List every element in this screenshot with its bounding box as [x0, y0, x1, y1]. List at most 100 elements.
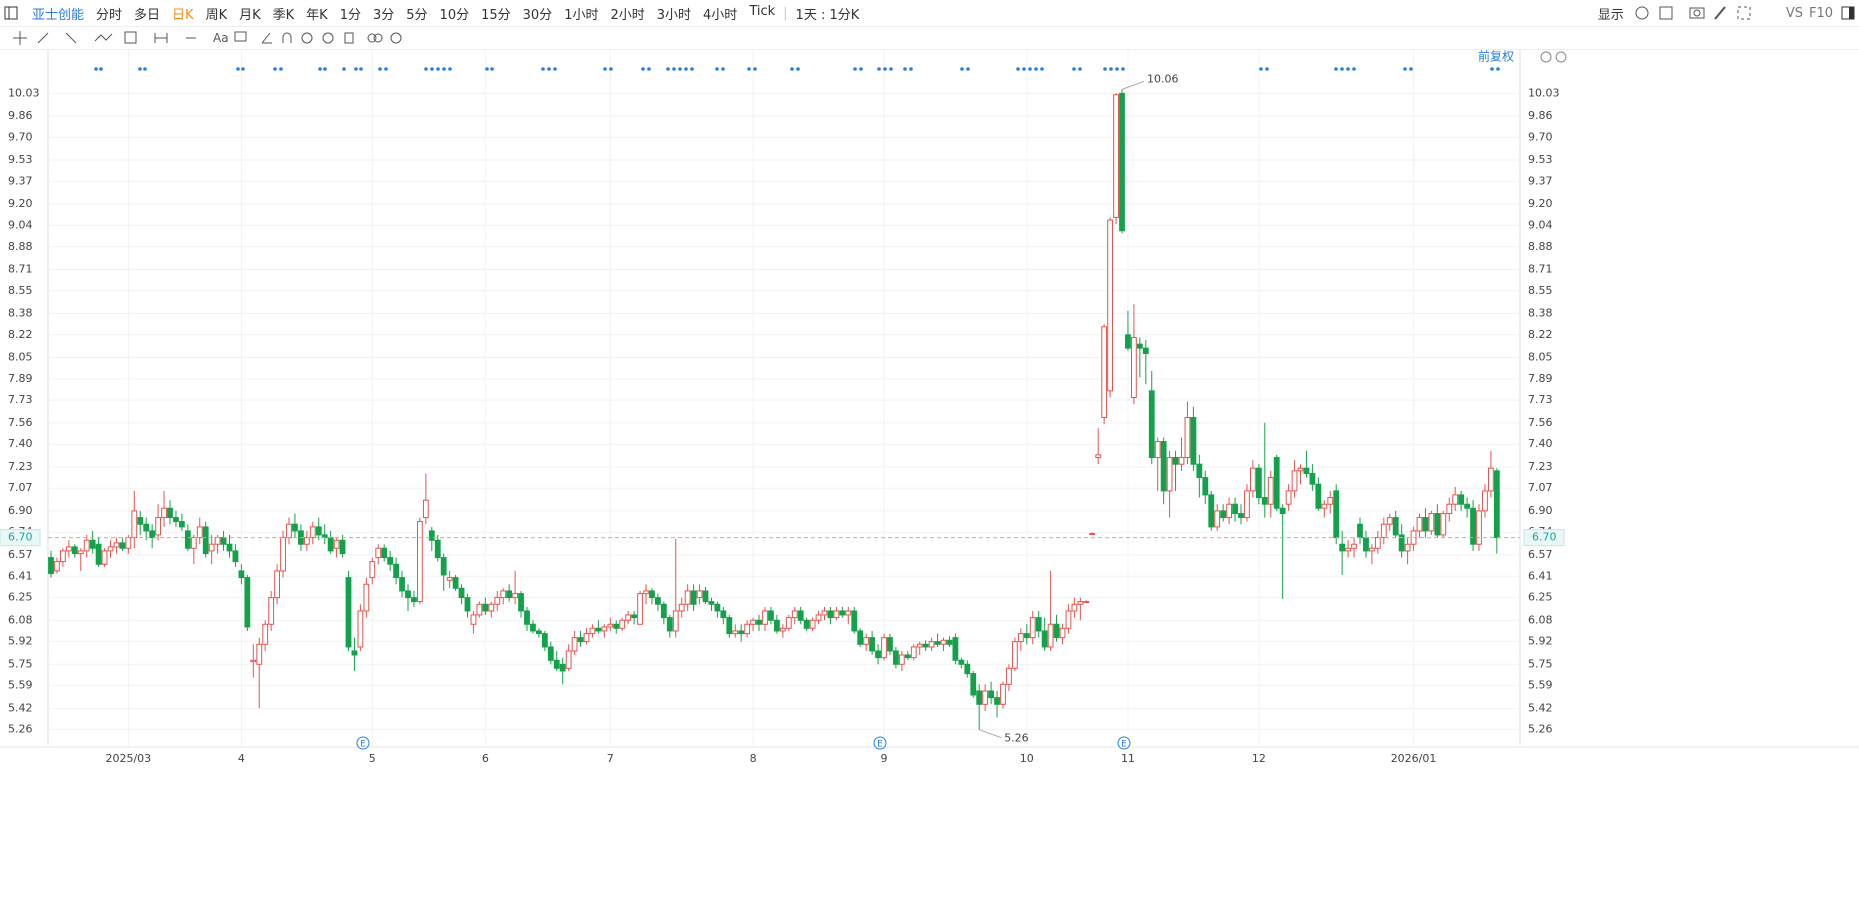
candle-body — [190, 537, 197, 549]
candle-body — [351, 650, 358, 656]
candle-body — [1333, 490, 1340, 539]
event-dot — [859, 67, 863, 71]
candle-body — [274, 570, 281, 599]
symbol-name[interactable]: 亚士创能 — [32, 7, 85, 23]
period-button[interactable]: 1小时 — [564, 7, 599, 23]
period-button[interactable]: 3分 — [372, 7, 395, 23]
candle-body — [452, 577, 459, 589]
event-dot — [138, 67, 142, 71]
candle-body — [1404, 543, 1411, 552]
period-button[interactable]: 4小时 — [703, 7, 738, 23]
candle-body — [625, 614, 632, 621]
y-tick-label: 7.40 — [8, 437, 33, 450]
period-button[interactable]: 5分 — [406, 7, 428, 23]
candle-body — [357, 610, 364, 648]
period-list: 分时 多日 日K 周K 月K 季K 年K 1分 3分 5分 10分 15分 30分 1小时 2小时 3小时 4小… — [90, 4, 781, 23]
candle-body — [1142, 347, 1149, 354]
font-tool[interactable]: Aa — [213, 31, 229, 45]
f10-button[interactable]: F10 — [1808, 5, 1833, 21]
candle-body — [1452, 494, 1459, 505]
event-dot — [236, 67, 240, 71]
candle-body — [95, 543, 102, 565]
candle-body — [381, 547, 388, 559]
candle-body — [690, 590, 697, 605]
candle-body — [303, 537, 310, 545]
vs-button[interactable]: VS — [1785, 5, 1803, 21]
candle-body — [1178, 457, 1185, 465]
event-dot — [485, 67, 489, 71]
candle-body — [107, 546, 114, 552]
period-button[interactable]: 2小时 — [610, 7, 645, 23]
candle-body — [1374, 537, 1381, 549]
sidebar-toggle[interactable] — [0, 3, 26, 23]
period-button[interactable]: Tick — [749, 3, 776, 19]
candle-body — [1220, 510, 1227, 519]
event-dot — [359, 67, 363, 71]
period-button[interactable]: 周K — [205, 7, 228, 23]
y-tick-label: 5.59 — [1528, 679, 1553, 692]
y-tick-label: 7.23 — [8, 460, 33, 473]
event-dot — [690, 67, 694, 71]
candle-body — [339, 539, 346, 555]
candle-body — [726, 617, 733, 635]
adjust-mode[interactable]: 前复权 — [1478, 50, 1514, 64]
high-marker — [1121, 80, 1145, 90]
candle-body — [982, 690, 989, 705]
candle-body — [411, 597, 417, 603]
display-menu[interactable]: 显示 — [1597, 7, 1624, 23]
low-marker — [979, 729, 1002, 739]
y-tick-label: 8.55 — [8, 284, 33, 297]
period-button[interactable]: 年K — [306, 7, 328, 23]
candle-body — [547, 646, 554, 661]
candle-body — [60, 550, 66, 563]
candle-body — [541, 633, 548, 648]
period-button[interactable]: 月K — [239, 7, 261, 23]
candle-body — [1386, 517, 1393, 525]
candle-body — [488, 603, 495, 612]
panel-toggle[interactable] — [1839, 3, 1859, 23]
candle-body — [399, 577, 405, 592]
candle-body — [571, 637, 578, 652]
period-button[interactable]: 10分 — [439, 7, 470, 23]
period-button[interactable]: 1分 — [339, 7, 361, 23]
candle-body — [565, 650, 572, 669]
y-tick-label: 6.57 — [8, 548, 33, 561]
period-button[interactable]: 3小时 — [656, 7, 692, 23]
event-dot — [448, 67, 452, 71]
drawing-tools[interactable]: Aa — [0, 27, 420, 49]
period-button[interactable]: 30分 — [522, 7, 553, 23]
y-tick-label: 6.41 — [8, 569, 33, 582]
candle-body — [1184, 417, 1191, 459]
period-button[interactable]: 季K — [272, 7, 295, 23]
period-button[interactable]: 15分 — [481, 7, 511, 23]
event-dot — [1109, 67, 1113, 71]
period-button[interactable]: 日K — [172, 7, 194, 23]
candle-body — [238, 570, 245, 579]
candle-body — [1482, 490, 1488, 512]
candle-body — [553, 659, 560, 669]
y-tick-label: 8.22 — [1528, 328, 1553, 341]
x-tick-label: 4 — [238, 752, 245, 765]
candle-body — [500, 590, 507, 599]
y-tick-label: 9.53 — [1528, 153, 1553, 166]
candle-body — [1244, 490, 1250, 519]
period-button[interactable]: 多日 — [134, 7, 161, 23]
candle-body — [1196, 463, 1203, 479]
candle-body — [1345, 547, 1351, 552]
period-button[interactable]: 分时 — [96, 7, 123, 23]
candle-body — [1297, 467, 1304, 472]
candle-body — [369, 561, 376, 579]
candle-body — [1059, 627, 1066, 639]
candle-body — [363, 583, 370, 612]
toolbar-icons[interactable] — [1630, 3, 1780, 23]
candle-body — [54, 561, 60, 572]
candle-body — [1113, 94, 1119, 218]
candle-body — [1303, 467, 1310, 475]
y-tick-label: 7.07 — [8, 481, 33, 494]
candle-body — [280, 537, 286, 572]
candle-body — [232, 550, 239, 563]
candle-body — [1440, 513, 1447, 536]
range-select[interactable]: 1天 : 1分K — [795, 7, 860, 23]
y-tick-label: 7.73 — [1528, 393, 1553, 406]
